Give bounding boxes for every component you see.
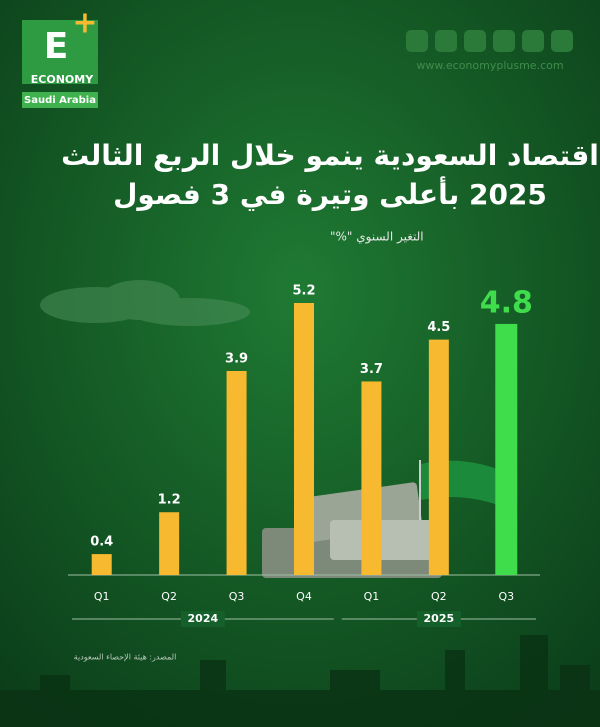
- group-label-bg: [416, 611, 461, 627]
- value-label: 1.2: [158, 493, 181, 508]
- value-label: 3.9: [225, 352, 248, 367]
- value-label: 4.8: [480, 285, 533, 320]
- bar: [361, 381, 382, 575]
- logo-box: [22, 20, 98, 84]
- bar: [294, 303, 314, 575]
- group-label: 2024: [188, 612, 219, 625]
- x-tick-label: Q3: [498, 590, 514, 603]
- bar: [495, 323, 518, 575]
- cloud: [40, 280, 250, 326]
- source: المصدر: هيئة الإحصاء السعودية: [74, 653, 177, 663]
- bar: [91, 554, 112, 575]
- x-tick-label: Q1: [364, 590, 380, 603]
- logo-plus: +: [72, 6, 97, 41]
- title-line: 2025 بأعلى وتيرة في 3 فصول: [113, 176, 547, 211]
- group-label: 2025: [424, 612, 455, 625]
- bar: [226, 371, 247, 575]
- x-tick-label: Q1: [94, 590, 110, 603]
- skyline: [0, 635, 600, 727]
- title-line: اقتصاد السعودية ينمو خلال الربع الثالث: [61, 139, 599, 172]
- x-tick-label: Q2: [161, 590, 177, 603]
- value-label: 3.7: [360, 362, 383, 377]
- website: www.economyplusme.com: [416, 59, 563, 72]
- logo-strip: [22, 92, 98, 108]
- value-label: 5.2: [292, 284, 315, 299]
- logo-letter: E: [44, 26, 69, 67]
- logo-word: ECONOMY: [31, 73, 94, 86]
- group-label-bg: [180, 611, 225, 627]
- subtitle: التغير السنوي "%": [330, 230, 424, 245]
- x-tick-label: Q2: [431, 590, 447, 603]
- bar: [428, 339, 449, 575]
- value-label: 0.4: [90, 535, 113, 550]
- bar: [159, 512, 180, 575]
- value-label: 4.5: [427, 320, 450, 335]
- logo: E + ECONOMY Saudi Arabia: [22, 6, 98, 108]
- social-icons: [406, 30, 573, 52]
- x-tick-label: Q3: [229, 590, 245, 603]
- x-tick-label: Q4: [296, 590, 312, 603]
- logo-region: Saudi Arabia: [24, 95, 96, 106]
